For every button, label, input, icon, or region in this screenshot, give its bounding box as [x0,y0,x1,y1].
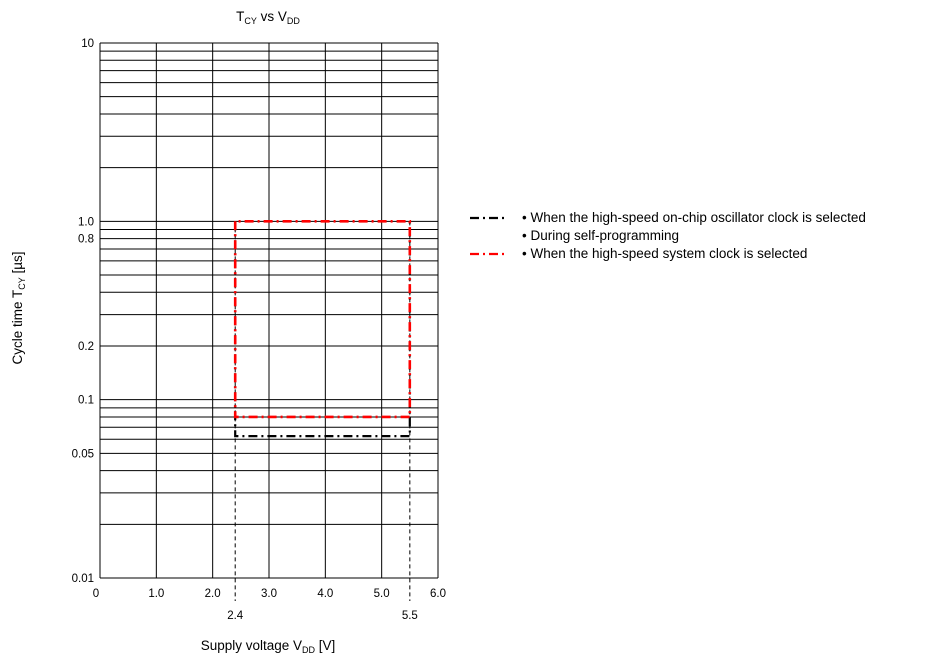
y-axis-label: Cycle time TCY [µs] [10,251,27,364]
legend: • When the high-speed on-chip oscillator… [470,209,866,263]
x-tick-label: 5.0 [374,588,390,600]
x-marker-label: 5.5 [402,610,418,622]
y-tick-label: 10 [81,38,94,50]
legend-swatch-red [470,245,512,263]
legend-text-red: • When the high-speed system clock is se… [522,246,808,261]
x-tick-label: 1.0 [148,588,164,600]
x-marker-label: 2.4 [227,610,244,622]
y-tick-label: 0.01 [72,573,94,585]
tick-labels: 0 1.0 2.0 3.0 4.0 5.0 6.0 2.4 5.5 10 1.0 0.8 0.2 0.1 0… [72,38,446,622]
series-line-black [234,221,411,438]
legend-text-black-2: • During self-programming [522,228,680,243]
chart-title: TCY vs VDD [236,9,300,26]
legend-entry-black-2: • During self-programming [470,227,866,245]
y-tick-label: 1.0 [78,216,94,228]
x-tick-label: 6.0 [430,588,446,600]
y-tick-label: 0.05 [72,448,94,460]
series-line-red [233,220,412,419]
x-axis-label: Supply voltage VDD [V] [201,638,336,655]
series-lines [233,220,412,438]
legend-text-black-1: • When the high-speed on-chip oscillator… [522,210,866,225]
guide-lines [234,221,411,601]
legend-swatch-black [470,209,512,227]
y-tick-label: 0.1 [78,395,94,407]
grid [99,42,439,579]
x-tick-label: 0 [93,588,99,600]
y-tick-label: 0.8 [78,234,94,246]
x-tick-label: 2.0 [205,588,221,600]
x-tick-label: 3.0 [261,588,277,600]
legend-entry-red: • When the high-speed system clock is se… [470,245,866,263]
legend-entry-black: • When the high-speed on-chip oscillator… [470,209,866,227]
y-tick-label: 0.2 [78,341,94,353]
x-tick-label: 4.0 [317,588,333,600]
